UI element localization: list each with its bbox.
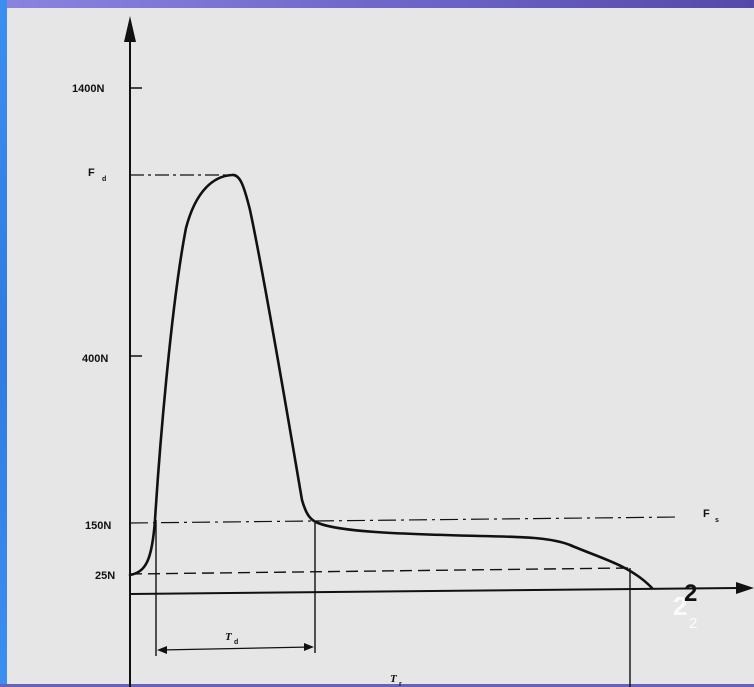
fs-reference-line <box>129 516 681 524</box>
x-axis-arrow-icon <box>736 582 754 594</box>
td-arrow-left-icon <box>157 646 167 654</box>
tr-label-sub: r <box>399 681 402 687</box>
y-label-fd: F <box>88 167 95 179</box>
force-curve <box>128 173 654 590</box>
y-label-1400n: 1400N <box>72 83 104 95</box>
fs-label-sub: s <box>715 517 719 524</box>
y-label-400n: 400N <box>82 353 108 365</box>
page-number: 2 <box>684 580 697 607</box>
y-axis-arrow-icon <box>124 16 136 42</box>
x-axis <box>129 587 739 595</box>
td-dimension-line <box>159 646 312 651</box>
td-label-sub: d <box>234 639 238 646</box>
y-label-150n: 150N <box>85 520 111 532</box>
tr-label: T <box>390 673 398 685</box>
td-label: T <box>225 631 233 643</box>
page-number-shadow: 2 <box>673 591 687 621</box>
y-label-fd-sub: d <box>102 176 106 183</box>
fs-label: F <box>703 508 710 520</box>
threshold-25n-line <box>129 567 629 575</box>
td-arrow-right-icon <box>304 643 314 651</box>
left-border-band <box>0 0 7 687</box>
page-number-sub: 2 <box>689 615 697 632</box>
top-border-band <box>0 0 754 8</box>
bottom-border-band <box>0 684 754 687</box>
y-label-25n: 25N <box>95 570 115 582</box>
